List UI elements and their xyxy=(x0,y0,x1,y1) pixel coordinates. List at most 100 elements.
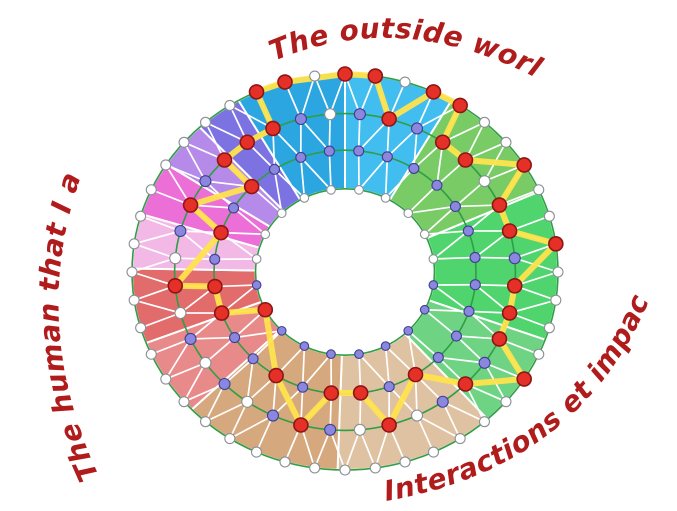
mesh-edge xyxy=(416,104,462,130)
mesh-edge xyxy=(232,207,267,236)
node-red xyxy=(243,178,260,195)
node-purple xyxy=(450,330,462,342)
node-white xyxy=(500,396,512,408)
node-red xyxy=(352,385,369,401)
node-white xyxy=(178,136,190,148)
node-purple xyxy=(199,175,212,188)
node-white xyxy=(251,254,262,264)
generated-diagram xyxy=(126,66,564,476)
node-purple xyxy=(462,225,474,237)
node-purple xyxy=(268,163,281,175)
mesh-edge xyxy=(183,141,207,182)
node-red xyxy=(506,278,523,294)
node-red xyxy=(452,97,468,114)
mesh-edge xyxy=(164,164,192,206)
mesh-edge xyxy=(357,113,361,152)
node-purple xyxy=(229,332,241,344)
node-red xyxy=(293,417,309,433)
node-purple xyxy=(174,224,187,238)
node-white xyxy=(454,433,466,445)
mesh-edge xyxy=(300,75,316,120)
mesh-edge xyxy=(299,156,332,191)
node-white xyxy=(160,159,172,171)
node-red xyxy=(501,223,518,239)
node-red xyxy=(207,278,223,295)
node-white xyxy=(410,409,424,422)
mesh-edge xyxy=(133,242,177,260)
mesh-edge xyxy=(437,356,486,364)
node-purple xyxy=(353,145,365,157)
mesh-edge xyxy=(441,400,486,423)
node-red xyxy=(323,385,340,401)
node-red xyxy=(239,134,256,151)
node-red xyxy=(182,197,199,213)
node-white xyxy=(326,185,336,195)
node-purple xyxy=(432,351,444,364)
mesh-edge xyxy=(455,335,486,364)
mesh-edge xyxy=(183,383,226,403)
mesh-edge xyxy=(301,345,306,389)
node-white xyxy=(427,446,440,458)
mesh-edge xyxy=(384,345,391,388)
mesh-edge xyxy=(328,113,331,152)
mesh-edge xyxy=(432,256,476,260)
node-white xyxy=(478,416,491,428)
mesh-edge xyxy=(139,215,182,232)
node-red xyxy=(213,224,229,241)
node-white xyxy=(399,456,411,468)
node-white xyxy=(145,184,157,196)
node-white xyxy=(174,306,187,320)
node-purple xyxy=(276,325,287,336)
mesh-edge xyxy=(299,156,306,199)
mesh-edge xyxy=(300,118,331,152)
node-white xyxy=(250,446,263,458)
mesh-edge xyxy=(228,414,274,440)
node-purple xyxy=(436,395,449,408)
mesh-edge xyxy=(179,230,216,261)
mesh-edge xyxy=(432,284,470,313)
label-human-that-i-am-text: The human that I am xyxy=(0,0,105,487)
node-white xyxy=(279,456,291,468)
node-purple xyxy=(251,280,262,290)
node-red xyxy=(167,278,184,294)
node-white xyxy=(135,210,147,222)
node-white xyxy=(533,348,545,360)
node-red xyxy=(516,371,532,387)
node-white xyxy=(353,423,366,436)
mesh-edge xyxy=(255,414,274,453)
mesh-edge xyxy=(508,299,557,314)
node-white xyxy=(126,266,138,278)
node-purple xyxy=(209,253,221,265)
mesh-edge xyxy=(301,353,332,389)
mesh-edge xyxy=(139,312,182,329)
node-purple xyxy=(419,304,430,315)
node-white xyxy=(260,229,271,240)
node-red xyxy=(268,367,284,384)
node-white xyxy=(533,184,545,196)
node-white xyxy=(403,208,414,219)
node-red xyxy=(257,301,274,318)
mesh-edge xyxy=(228,104,274,130)
node-red xyxy=(425,84,442,100)
node-white xyxy=(478,116,491,128)
node-white xyxy=(199,416,212,428)
node-white xyxy=(354,185,364,195)
node-purple xyxy=(353,108,366,121)
mesh-edge xyxy=(164,362,207,380)
node-red xyxy=(277,74,293,90)
node-white xyxy=(309,70,321,82)
node-white xyxy=(550,294,562,306)
node-red xyxy=(434,134,451,151)
ring-line xyxy=(173,112,517,432)
node-white xyxy=(128,294,140,306)
mesh-edge xyxy=(204,336,236,364)
mesh-edge xyxy=(183,362,207,403)
node-white xyxy=(276,208,287,219)
node-white xyxy=(543,322,555,334)
node-white xyxy=(380,193,391,203)
mesh-edge xyxy=(384,155,389,199)
node-red xyxy=(216,152,233,168)
mesh-edge xyxy=(246,357,254,403)
mesh-edge xyxy=(407,205,457,215)
node-purple xyxy=(297,381,309,393)
